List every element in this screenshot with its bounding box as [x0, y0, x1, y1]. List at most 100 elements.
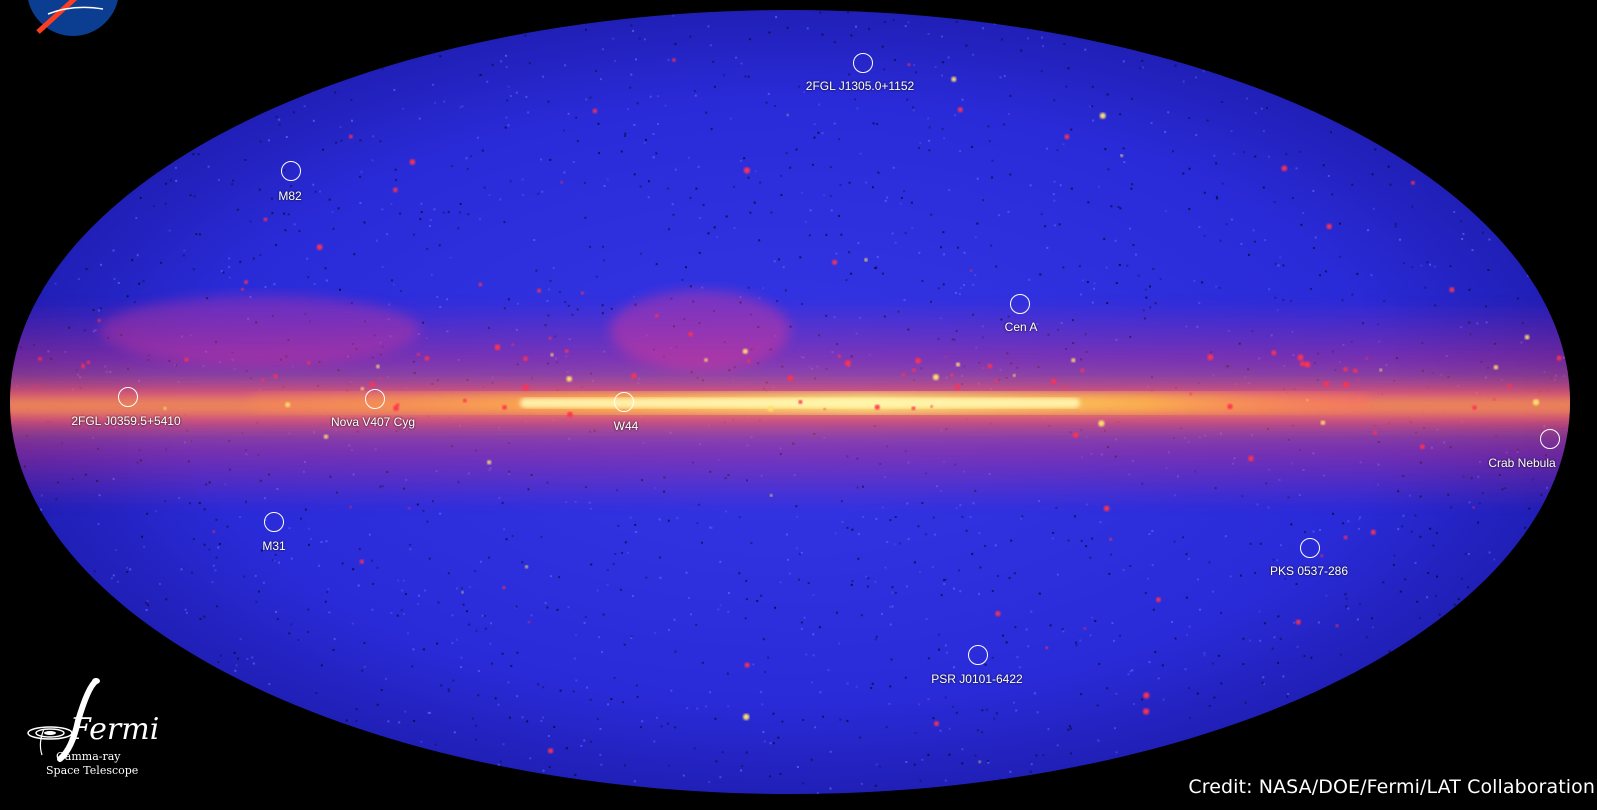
point-source [1098, 420, 1105, 427]
point-source [349, 506, 352, 509]
point-source [1143, 692, 1150, 699]
point-source [316, 244, 323, 251]
point-source [1472, 405, 1477, 410]
point-source [1472, 506, 1475, 509]
point-source [502, 586, 506, 590]
point-source [912, 368, 916, 373]
source-ring [968, 645, 988, 665]
point-source [487, 460, 492, 465]
point-source [1419, 444, 1425, 450]
point-source [1493, 365, 1499, 370]
point-source [994, 379, 998, 383]
point-source [787, 375, 794, 382]
point-source [393, 187, 398, 193]
fermi-tagline-2: Space Telescope [46, 764, 139, 777]
point-source [1320, 420, 1326, 425]
point-source [241, 287, 244, 291]
point-source [934, 721, 939, 727]
point-source [184, 357, 189, 362]
point-source [1343, 367, 1348, 372]
point-source [478, 282, 482, 287]
point-source [1343, 535, 1348, 540]
point-source [844, 360, 851, 367]
point-source [359, 559, 364, 564]
point-source [494, 344, 501, 351]
source-label: Crab Nebula [1488, 456, 1556, 470]
point-source [560, 181, 563, 184]
point-source [837, 354, 841, 358]
point-source [35, 384, 39, 387]
point-source [424, 356, 430, 361]
point-source [273, 374, 278, 379]
point-source [1343, 381, 1349, 388]
source-label: 2FGL J0359.5+5410 [71, 414, 181, 428]
point-source [655, 314, 659, 318]
point-source [823, 408, 826, 411]
point-source [38, 357, 42, 361]
point-source [1524, 334, 1530, 340]
point-source [1083, 627, 1087, 630]
point-source [348, 134, 353, 139]
point-source [982, 367, 985, 370]
point-source [1493, 398, 1496, 401]
point-source [505, 381, 508, 384]
point-source [742, 348, 748, 354]
point-source [1320, 554, 1324, 557]
source-label: M31 [262, 539, 286, 553]
point-source [769, 494, 773, 497]
point-source [462, 398, 467, 403]
point-source [81, 364, 86, 369]
source-ring [853, 53, 873, 73]
point-source [564, 349, 569, 353]
source-label: Nova V407 Cyg [330, 415, 416, 429]
point-source [285, 402, 291, 408]
source-label: M82 [278, 189, 302, 203]
point-source [1103, 505, 1110, 512]
point-source [950, 373, 954, 377]
point-source [1556, 355, 1562, 361]
point-source [930, 405, 933, 408]
point-source [393, 405, 399, 411]
point-source [379, 377, 382, 380]
credit-line: Credit: NASA/DOE/Fermi/LAT Collaboration [1188, 776, 1595, 798]
point-source [1357, 378, 1360, 382]
point-source [1353, 368, 1358, 373]
point-source [1281, 165, 1288, 172]
source-label: 2FGL J1305.0+1152 [805, 79, 915, 93]
point-source [956, 362, 960, 367]
point-source [955, 384, 960, 390]
source-ring [281, 161, 301, 181]
point-source [978, 760, 981, 764]
point-source [523, 356, 528, 362]
point-source [995, 611, 1001, 617]
point-source [957, 107, 963, 113]
point-source [1532, 399, 1540, 406]
point-source [323, 434, 329, 439]
point-source [369, 381, 375, 387]
point-source [511, 343, 514, 346]
point-source [944, 355, 947, 358]
point-source [500, 385, 503, 388]
point-source [1189, 392, 1193, 396]
point-source [1064, 134, 1070, 140]
point-source [970, 269, 973, 272]
point-source [1370, 529, 1376, 535]
point-source [672, 58, 676, 62]
point-source [163, 406, 167, 410]
point-source [522, 384, 529, 391]
point-source [528, 621, 531, 624]
point-source [461, 591, 464, 594]
point-source [1373, 430, 1378, 435]
point-source [1365, 357, 1369, 360]
point-source [1051, 378, 1057, 385]
point-source [244, 280, 249, 284]
point-source [409, 159, 416, 165]
source-label: W44 [613, 419, 639, 433]
point-source [567, 411, 573, 418]
point-source [537, 288, 542, 293]
point-source [786, 114, 789, 117]
point-source [566, 376, 572, 382]
source-ring [1010, 294, 1030, 314]
point-source [1411, 180, 1415, 185]
